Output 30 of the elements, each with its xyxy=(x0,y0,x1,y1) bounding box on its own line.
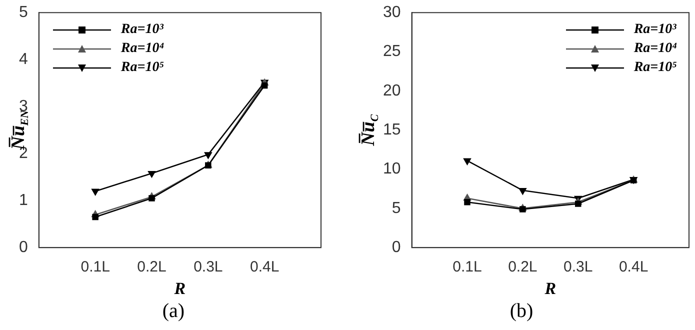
x-tick-label: 0.1L xyxy=(452,258,482,276)
x-tick-label: 0.3L xyxy=(194,258,223,276)
y-axis-title: N̅u̅C xyxy=(358,114,381,147)
legend-label: Ra=10³ xyxy=(120,22,164,38)
y-tick-label: 5 xyxy=(18,4,28,22)
x-tick-label: 0.3L xyxy=(564,258,593,276)
y-tick-label: 30 xyxy=(383,4,401,22)
y-tick-label: 10 xyxy=(383,160,401,178)
y-tick-label: 0 xyxy=(18,239,28,256)
x-tick-label: 0.4L xyxy=(618,258,648,276)
y-tick-label: 20 xyxy=(383,82,401,100)
legend-label: Ra=10⁵ xyxy=(120,60,164,76)
x-tick-label: 0.2L xyxy=(508,258,538,276)
y-tick-label: 1 xyxy=(18,192,28,210)
y-tick-label: 0 xyxy=(392,239,401,256)
x-tick-label: 0.4L xyxy=(250,258,280,276)
y-tick-label: 25 xyxy=(383,43,401,60)
x-tick-label: 0.2L xyxy=(137,258,166,276)
text: (b) xyxy=(508,300,534,323)
text: (a) xyxy=(161,300,186,323)
y-tick-label: 5 xyxy=(392,200,401,217)
legend-label: Ra=10³ xyxy=(634,22,676,38)
x-axis-title: R xyxy=(173,279,186,298)
legend-label: Ra=10⁴ xyxy=(120,41,164,58)
x-axis-title: R xyxy=(544,279,556,298)
legend-label: Ra=10⁴ xyxy=(634,41,677,58)
y-tick-label: 4 xyxy=(18,51,28,68)
legend-label: Ra=10⁵ xyxy=(634,60,677,76)
y-tick-label: 15 xyxy=(383,122,401,139)
x-tick-label: 0.1L xyxy=(80,258,110,276)
